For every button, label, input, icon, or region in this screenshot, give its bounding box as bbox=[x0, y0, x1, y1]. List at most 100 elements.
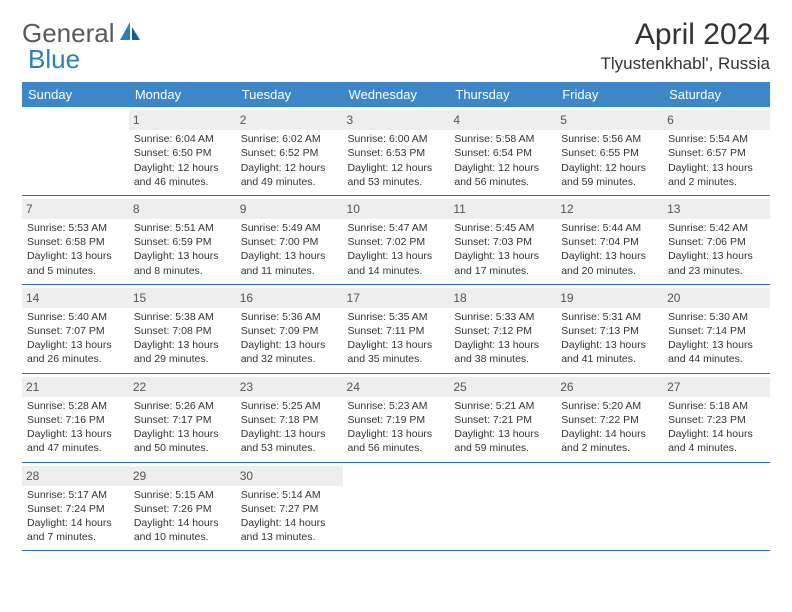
day-detail: Daylight: 12 hours bbox=[561, 161, 658, 175]
day-detail: Sunset: 6:50 PM bbox=[134, 146, 231, 160]
calendar-cell: 11Sunrise: 5:45 AMSunset: 7:03 PMDayligh… bbox=[449, 195, 556, 284]
day-detail: Sunrise: 5:47 AM bbox=[348, 221, 445, 235]
day-detail: Daylight: 13 hours bbox=[348, 427, 445, 441]
calendar-cell: 19Sunrise: 5:31 AMSunset: 7:13 PMDayligh… bbox=[556, 284, 663, 373]
day-detail: Daylight: 13 hours bbox=[134, 338, 231, 352]
day-detail: Daylight: 13 hours bbox=[454, 338, 551, 352]
calendar-cell: 3Sunrise: 6:00 AMSunset: 6:53 PMDaylight… bbox=[343, 107, 450, 195]
calendar-cell: 7Sunrise: 5:53 AMSunset: 6:58 PMDaylight… bbox=[22, 195, 129, 284]
calendar-cell: 24 Sunrise: 5:23 AMSunset: 7:19 PMDayligh… bbox=[343, 373, 450, 462]
day-detail: Daylight: 14 hours bbox=[561, 427, 658, 441]
day-number: 7 bbox=[22, 199, 129, 219]
calendar-cell: 14Sunrise: 5:40 AMSunset: 7:07 PMDayligh… bbox=[22, 284, 129, 373]
day-detail: Sunrise: 5:28 AM bbox=[27, 399, 124, 413]
day-detail: Daylight: 14 hours bbox=[134, 516, 231, 530]
calendar-cell bbox=[343, 462, 450, 551]
calendar-week: 28Sunrise: 5:17 AMSunset: 7:24 PMDayligh… bbox=[22, 462, 770, 551]
day-number: 19 bbox=[556, 288, 663, 308]
calendar-cell bbox=[449, 462, 556, 551]
day-detail: Daylight: 13 hours bbox=[241, 427, 338, 441]
day-number: 23 bbox=[236, 377, 343, 397]
day-detail: Sunset: 7:19 PM bbox=[348, 413, 445, 427]
calendar-cell: 29Sunrise: 5:15 AMSunset: 7:26 PMDayligh… bbox=[129, 462, 236, 551]
day-detail: Sunrise: 5:35 AM bbox=[348, 310, 445, 324]
day-number: 28 bbox=[22, 466, 129, 486]
calendar-week: 21Sunrise: 5:28 AMSunset: 7:16 PMDayligh… bbox=[22, 373, 770, 462]
day-detail: Sunrise: 5:17 AM bbox=[27, 488, 124, 502]
day-number: 26 bbox=[556, 377, 663, 397]
day-detail: Daylight: 14 hours bbox=[27, 516, 124, 530]
day-detail: Sunrise: 5:42 AM bbox=[668, 221, 765, 235]
calendar-cell: 30Sunrise: 5:14 AMSunset: 7:27 PMDayligh… bbox=[236, 462, 343, 551]
calendar-cell: 18Sunrise: 5:33 AMSunset: 7:12 PMDayligh… bbox=[449, 284, 556, 373]
day-detail: Sunrise: 5:14 AM bbox=[241, 488, 338, 502]
day-number: 24 bbox=[343, 377, 450, 397]
day-detail: Daylight: 12 hours bbox=[348, 161, 445, 175]
day-number: 6 bbox=[663, 110, 770, 130]
day-detail: Sunset: 7:11 PM bbox=[348, 324, 445, 338]
day-number: 2 bbox=[236, 110, 343, 130]
day-detail: Sunset: 7:17 PM bbox=[134, 413, 231, 427]
day-detail: Daylight: 14 hours bbox=[241, 516, 338, 530]
day-number: 1 bbox=[129, 110, 236, 130]
day-detail: Sunset: 7:24 PM bbox=[27, 502, 124, 516]
calendar-cell: 28 Sunrise: 5:17 AMSunset: 7:24 PMDayligh… bbox=[22, 462, 129, 551]
day-detail: and 53 minutes. bbox=[241, 441, 338, 455]
day-detail: Sunset: 7:13 PM bbox=[561, 324, 658, 338]
calendar-cell bbox=[22, 107, 129, 195]
day-number: 3 bbox=[343, 110, 450, 130]
day-detail: Sunrise: 5:23 AM bbox=[348, 399, 445, 413]
day-number: 10 bbox=[343, 199, 450, 219]
day-detail: Sunrise: 5:58 AM bbox=[454, 132, 551, 146]
weekday-header: Friday bbox=[556, 82, 663, 107]
day-number: 13 bbox=[663, 199, 770, 219]
day-detail: Daylight: 13 hours bbox=[241, 338, 338, 352]
day-detail: and 32 minutes. bbox=[241, 352, 338, 366]
day-detail: Sunrise: 5:33 AM bbox=[454, 310, 551, 324]
day-detail: Sunrise: 5:18 AM bbox=[668, 399, 765, 413]
day-number: 11 bbox=[449, 199, 556, 219]
day-detail: and 17 minutes. bbox=[454, 264, 551, 278]
day-number: 15 bbox=[129, 288, 236, 308]
day-detail: Sunrise: 5:20 AM bbox=[561, 399, 658, 413]
day-detail: and 56 minutes. bbox=[348, 441, 445, 455]
weekday-header: Tuesday bbox=[236, 82, 343, 107]
day-number: 22 bbox=[129, 377, 236, 397]
day-detail: Sunset: 7:08 PM bbox=[134, 324, 231, 338]
day-detail: Sunrise: 5:45 AM bbox=[454, 221, 551, 235]
day-detail: and 13 minutes. bbox=[241, 530, 338, 544]
calendar-cell: 22Sunrise: 5:26 AMSunset: 7:17 PMDayligh… bbox=[129, 373, 236, 462]
calendar-cell: 27Sunrise: 5:18 AMSunset: 7:23 PMDayligh… bbox=[663, 373, 770, 462]
weekday-header: Saturday bbox=[663, 82, 770, 107]
day-number: 5 bbox=[556, 110, 663, 130]
day-detail: Daylight: 13 hours bbox=[134, 427, 231, 441]
day-detail: Sunset: 7:04 PM bbox=[561, 235, 658, 249]
day-detail: and 44 minutes. bbox=[668, 352, 765, 366]
day-detail: Daylight: 13 hours bbox=[668, 249, 765, 263]
day-detail: and 59 minutes. bbox=[561, 175, 658, 189]
day-detail: Daylight: 13 hours bbox=[134, 249, 231, 263]
day-detail: and 26 minutes. bbox=[27, 352, 124, 366]
day-detail: Sunrise: 5:51 AM bbox=[134, 221, 231, 235]
calendar-week: 1Sunrise: 6:04 AMSunset: 6:50 PMDaylight… bbox=[22, 107, 770, 195]
weekday-header: Wednesday bbox=[343, 82, 450, 107]
day-detail: Sunrise: 5:38 AM bbox=[134, 310, 231, 324]
day-detail: Daylight: 13 hours bbox=[454, 249, 551, 263]
day-detail: Daylight: 14 hours bbox=[668, 427, 765, 441]
day-detail: and 4 minutes. bbox=[668, 441, 765, 455]
calendar-cell: 26Sunrise: 5:20 AMSunset: 7:22 PMDayligh… bbox=[556, 373, 663, 462]
logo-text-2: Blue bbox=[28, 44, 80, 75]
day-detail: Sunset: 6:59 PM bbox=[134, 235, 231, 249]
day-number: 12 bbox=[556, 199, 663, 219]
day-detail: and 53 minutes. bbox=[348, 175, 445, 189]
day-detail: Sunrise: 6:02 AM bbox=[241, 132, 338, 146]
calendar-cell: 17Sunrise: 5:35 AMSunset: 7:11 PMDayligh… bbox=[343, 284, 450, 373]
day-number: 30 bbox=[236, 466, 343, 486]
weekday-header: Sunday bbox=[22, 82, 129, 107]
day-detail: and 50 minutes. bbox=[134, 441, 231, 455]
day-detail: Sunset: 7:09 PM bbox=[241, 324, 338, 338]
day-detail: Sunset: 7:14 PM bbox=[668, 324, 765, 338]
day-detail: and 20 minutes. bbox=[561, 264, 658, 278]
calendar-header: SundayMondayTuesdayWednesdayThursdayFrid… bbox=[22, 82, 770, 107]
day-detail: Daylight: 13 hours bbox=[241, 249, 338, 263]
